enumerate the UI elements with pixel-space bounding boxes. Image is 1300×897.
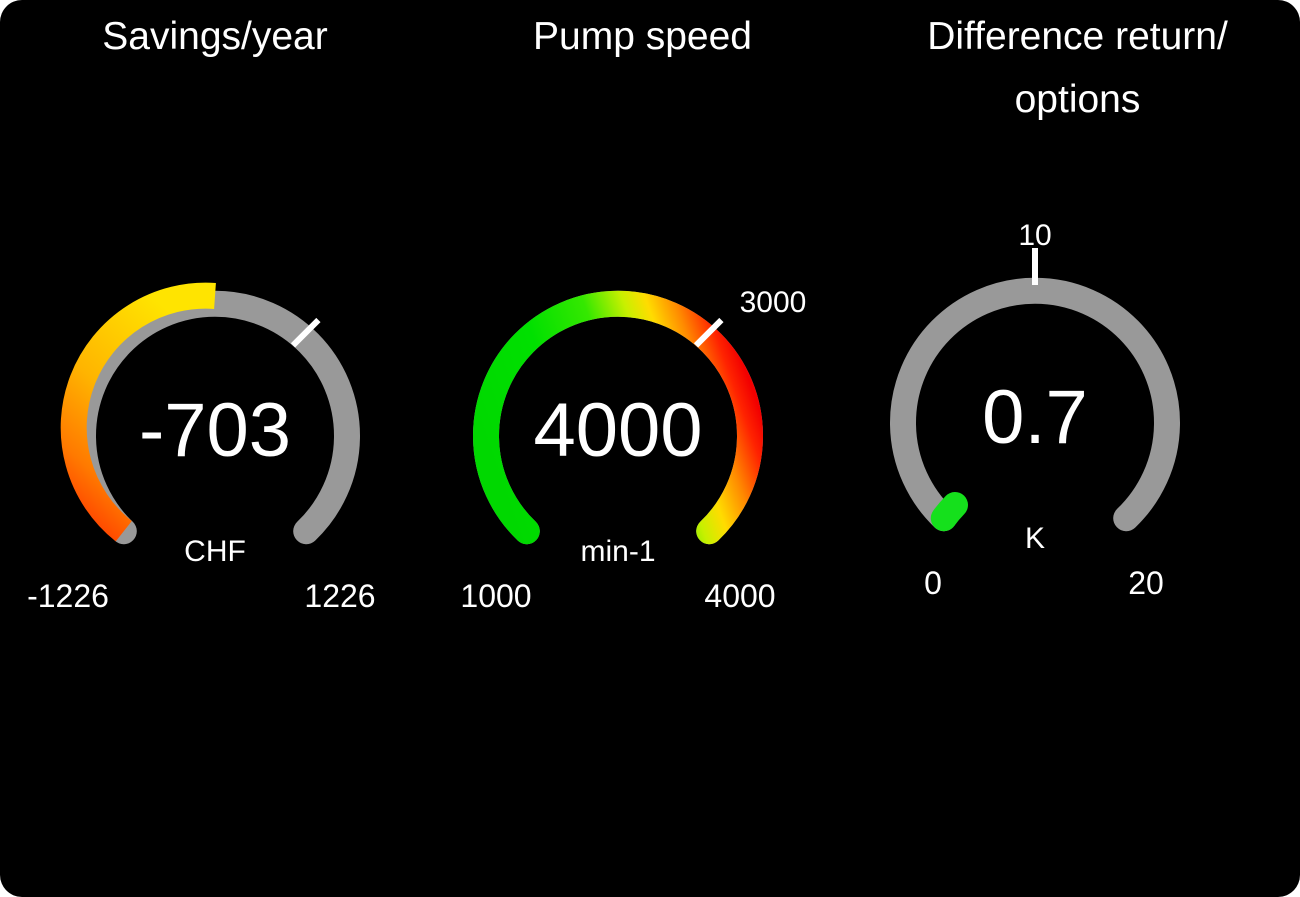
gauge-min-label-difference: 0 [924, 565, 942, 601]
gauge-dial-pump-speed: 3000 4000 min-1 1000 4000 [460, 286, 807, 614]
gauge-min-label-pump: 1000 [460, 578, 531, 614]
gauge-value-savings: -703 [139, 388, 291, 473]
gauge-title-difference-return-options: Difference return/ options [927, 15, 1228, 122]
gauge-unit-difference: K [1025, 522, 1045, 555]
gauge-difference-return-options[interactable]: Difference return/ options 10 0.7 K 0 20 [855, 0, 1300, 897]
gauge-value-arc-pump [473, 290, 763, 545]
gauge-threshold-label-pump: 3000 [740, 286, 807, 319]
gauge-track-difference [890, 277, 1180, 532]
gauge-unit-savings: CHF [184, 535, 246, 568]
gauge-threshold-tick-savings [290, 317, 321, 348]
gauge-pump-speed[interactable]: Pump speed 3000 [430, 0, 855, 897]
gauge-min-label-savings: -1226 [27, 578, 109, 614]
gauge-max-label-pump: 4000 [704, 578, 775, 614]
gauge-savings-per-year[interactable]: Savings/year -703 CHF -1226 [0, 0, 430, 897]
gauge-dial-difference-return-options: 10 0.7 K 0 20 [890, 219, 1180, 601]
gauge-title-pump-speed: Pump speed [533, 15, 752, 58]
gauge-title-savings-per-year: Savings/year [102, 15, 328, 58]
gauge-max-label-difference: 20 [1128, 565, 1164, 601]
gauge-threshold-label-difference: 10 [1018, 219, 1051, 252]
gauge-value-arc-difference [930, 492, 968, 532]
gauge-value-arc-savings [60, 282, 216, 542]
gauge-value-pump: 4000 [533, 388, 702, 473]
gauge-unit-pump: min-1 [580, 535, 655, 568]
gauge-max-label-savings: 1226 [304, 578, 375, 614]
gauge-value-difference: 0.7 [982, 375, 1088, 460]
gauge-threshold-tick-pump [693, 317, 724, 348]
gauge-dial-savings-per-year: -703 CHF -1226 1226 [27, 282, 376, 614]
